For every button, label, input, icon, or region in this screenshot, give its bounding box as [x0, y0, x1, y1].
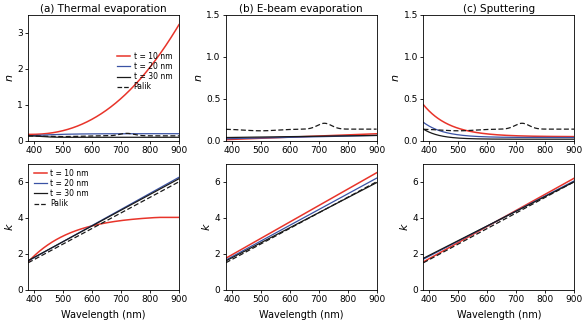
- X-axis label: Wavelength (nm): Wavelength (nm): [62, 310, 146, 320]
- Title: (a) Thermal evaporation: (a) Thermal evaporation: [41, 4, 167, 14]
- X-axis label: Wavelength (nm): Wavelength (nm): [259, 310, 343, 320]
- Y-axis label: n: n: [193, 75, 203, 81]
- Y-axis label: n: n: [4, 75, 14, 81]
- Title: (c) Sputtering: (c) Sputtering: [463, 4, 535, 14]
- X-axis label: Wavelength (nm): Wavelength (nm): [457, 310, 541, 320]
- Y-axis label: k: k: [399, 224, 409, 230]
- Legend: t = 10 nm, t = 20 nm, t = 30 nm, Palik: t = 10 nm, t = 20 nm, t = 30 nm, Palik: [117, 52, 172, 91]
- Y-axis label: k: k: [4, 224, 14, 230]
- Legend: t = 10 nm, t = 20 nm, t = 30 nm, Palik: t = 10 nm, t = 20 nm, t = 30 nm, Palik: [33, 169, 89, 208]
- Y-axis label: k: k: [202, 224, 212, 230]
- Y-axis label: n: n: [391, 75, 401, 81]
- Title: (b) E-beam evaporation: (b) E-beam evaporation: [239, 4, 363, 14]
